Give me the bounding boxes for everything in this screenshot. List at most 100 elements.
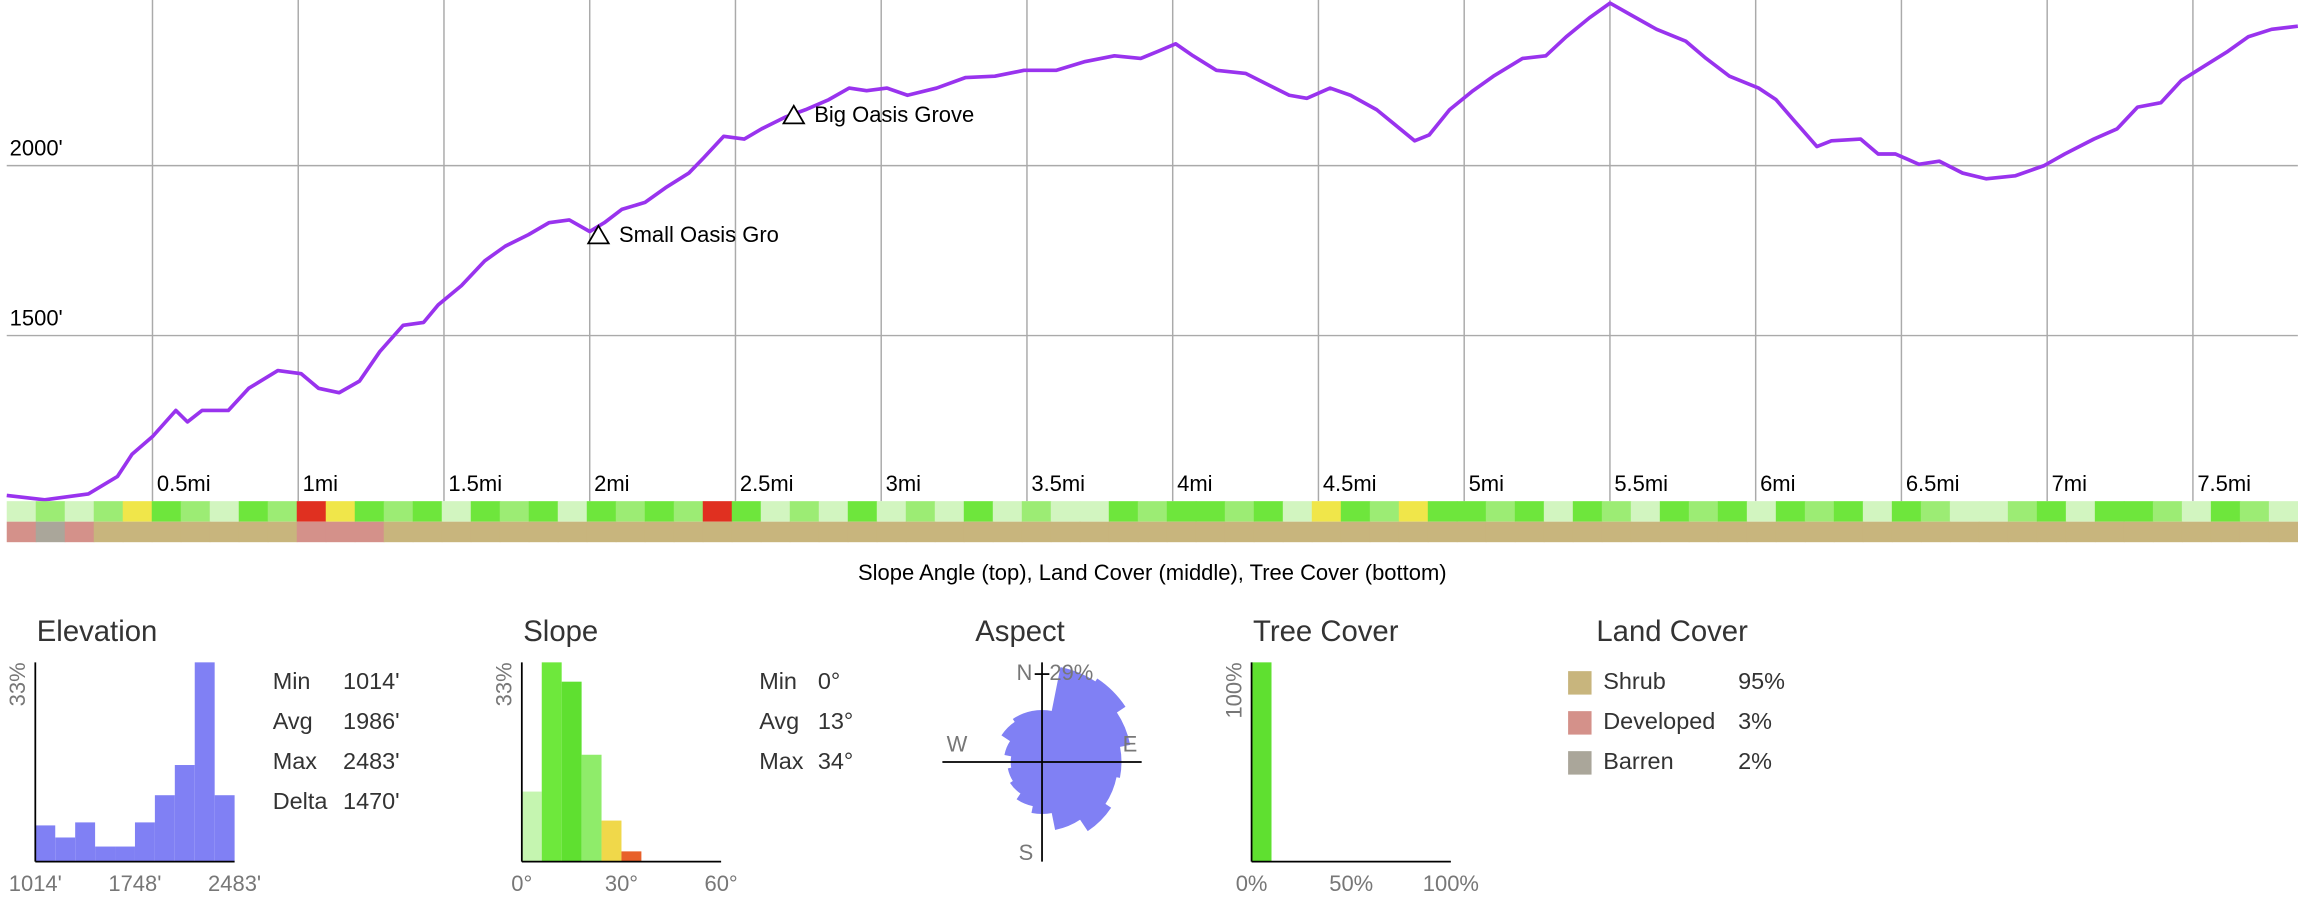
strip-cell (528, 521, 559, 543)
radial-tick-label: 29% (1049, 660, 1093, 685)
strip-cell (1746, 501, 1777, 522)
strip-cell (2181, 501, 2212, 522)
strip-cell (1137, 501, 1168, 522)
aspect-sector (1041, 711, 1131, 763)
stat-value: 13° (818, 708, 853, 734)
strip-cell (1398, 501, 1429, 522)
aspect-sector (1007, 761, 1043, 782)
strip-cell (93, 501, 124, 522)
strip-cell (2123, 521, 2154, 543)
panel-title: Elevation (37, 615, 158, 648)
x-tick-label: 2mi (594, 471, 629, 496)
aspect-sector (1041, 761, 1081, 830)
strip-cell (325, 521, 356, 543)
strip-cell (1717, 521, 1748, 543)
x-tick-label: 50% (1329, 871, 1373, 896)
waypoint-marker (586, 224, 611, 245)
aspect-sector (1041, 761, 1112, 832)
strip-cell (1775, 501, 1806, 522)
strip-cell (1543, 501, 1574, 522)
strip-cell (615, 501, 646, 522)
strip-cell (1311, 521, 1342, 543)
strip-cell (441, 521, 472, 543)
strip-cell (1282, 501, 1313, 522)
strip-cell (1891, 501, 1922, 522)
panel-title: Slope (523, 615, 598, 648)
legend-value: 3% (1738, 708, 1772, 734)
strip-cell (644, 521, 675, 543)
strip-cell (557, 521, 588, 543)
legend-label: Shrub (1603, 668, 1666, 694)
histogram-bar (95, 846, 116, 862)
strip-cell (1166, 501, 1197, 522)
strip-cell (1949, 501, 1980, 522)
strip-cell (905, 501, 936, 522)
strip-cell (151, 501, 182, 522)
strip-cell (1253, 521, 1284, 543)
stat-label: Max (759, 748, 804, 774)
strip-cell (1427, 501, 1458, 522)
aspect-sector (1012, 710, 1043, 763)
stat-label: Max (273, 748, 318, 774)
strip-cell (2123, 501, 2154, 522)
strip-cell (702, 501, 733, 522)
panel-title: Aspect (975, 615, 1065, 648)
strip-cell (1340, 501, 1371, 522)
strip-cell (2239, 501, 2270, 522)
strip-cell (673, 521, 704, 543)
stat-value: 1986' (343, 708, 400, 734)
strip-cell (1688, 521, 1719, 543)
strip-cell (760, 501, 791, 522)
strip-caption: Slope Angle (top), Land Cover (middle), … (858, 560, 1447, 585)
strip-cell (470, 521, 501, 543)
strip-cell (789, 521, 820, 543)
stat-value: 2483' (343, 748, 400, 774)
strip-cell (847, 521, 878, 543)
x-tick-label: 4.5mi (1323, 471, 1377, 496)
strip-cell (122, 521, 153, 543)
direction-label: E (1123, 732, 1138, 757)
strip-cell (1108, 501, 1139, 522)
strip-cell (1050, 521, 1081, 543)
strip-cell (93, 521, 124, 543)
x-tick-label: 1014' (9, 871, 62, 896)
strip-cell (1833, 501, 1864, 522)
strip-cell (1340, 521, 1371, 543)
strip-cell (1137, 521, 1168, 543)
histogram-bar (194, 662, 215, 862)
strip-cell (1978, 521, 2009, 543)
strip-cell (499, 501, 530, 522)
x-tick-label: 5.5mi (1614, 471, 1668, 496)
strip-cell (35, 501, 66, 522)
stat-label: Avg (273, 708, 313, 734)
x-tick-label: 1748' (108, 871, 161, 896)
histogram-bar (35, 825, 56, 862)
strip-cell (1775, 521, 1806, 543)
stat-value: 1470' (343, 788, 400, 814)
strip-cell (2094, 501, 2125, 522)
strip-cell (2036, 501, 2067, 522)
strip-cell (1717, 501, 1748, 522)
x-tick-label: 0° (511, 871, 532, 896)
strip-cell (2181, 521, 2212, 543)
strip-cell (1862, 501, 1893, 522)
strip-cell (412, 501, 443, 522)
direction-label: S (1019, 840, 1034, 865)
strip-cell (151, 521, 182, 543)
strip-cell (528, 501, 559, 522)
histogram-bar (541, 662, 562, 862)
strip-cell (2036, 521, 2067, 543)
legend-value: 2% (1738, 748, 1772, 774)
strip-cell (586, 501, 617, 522)
y-tick-label: 2000' (10, 135, 63, 160)
histogram-bar (174, 765, 195, 862)
strip-cell (1804, 501, 1835, 522)
strip-cell (789, 501, 820, 522)
strip-cell (64, 501, 95, 522)
strip-cell (1021, 501, 1052, 522)
strip-cell (6, 501, 37, 522)
strip-cell (760, 521, 791, 543)
legend-label: Barren (1603, 748, 1673, 774)
strip-cell (1804, 521, 1835, 543)
strip-cell (1253, 501, 1284, 522)
